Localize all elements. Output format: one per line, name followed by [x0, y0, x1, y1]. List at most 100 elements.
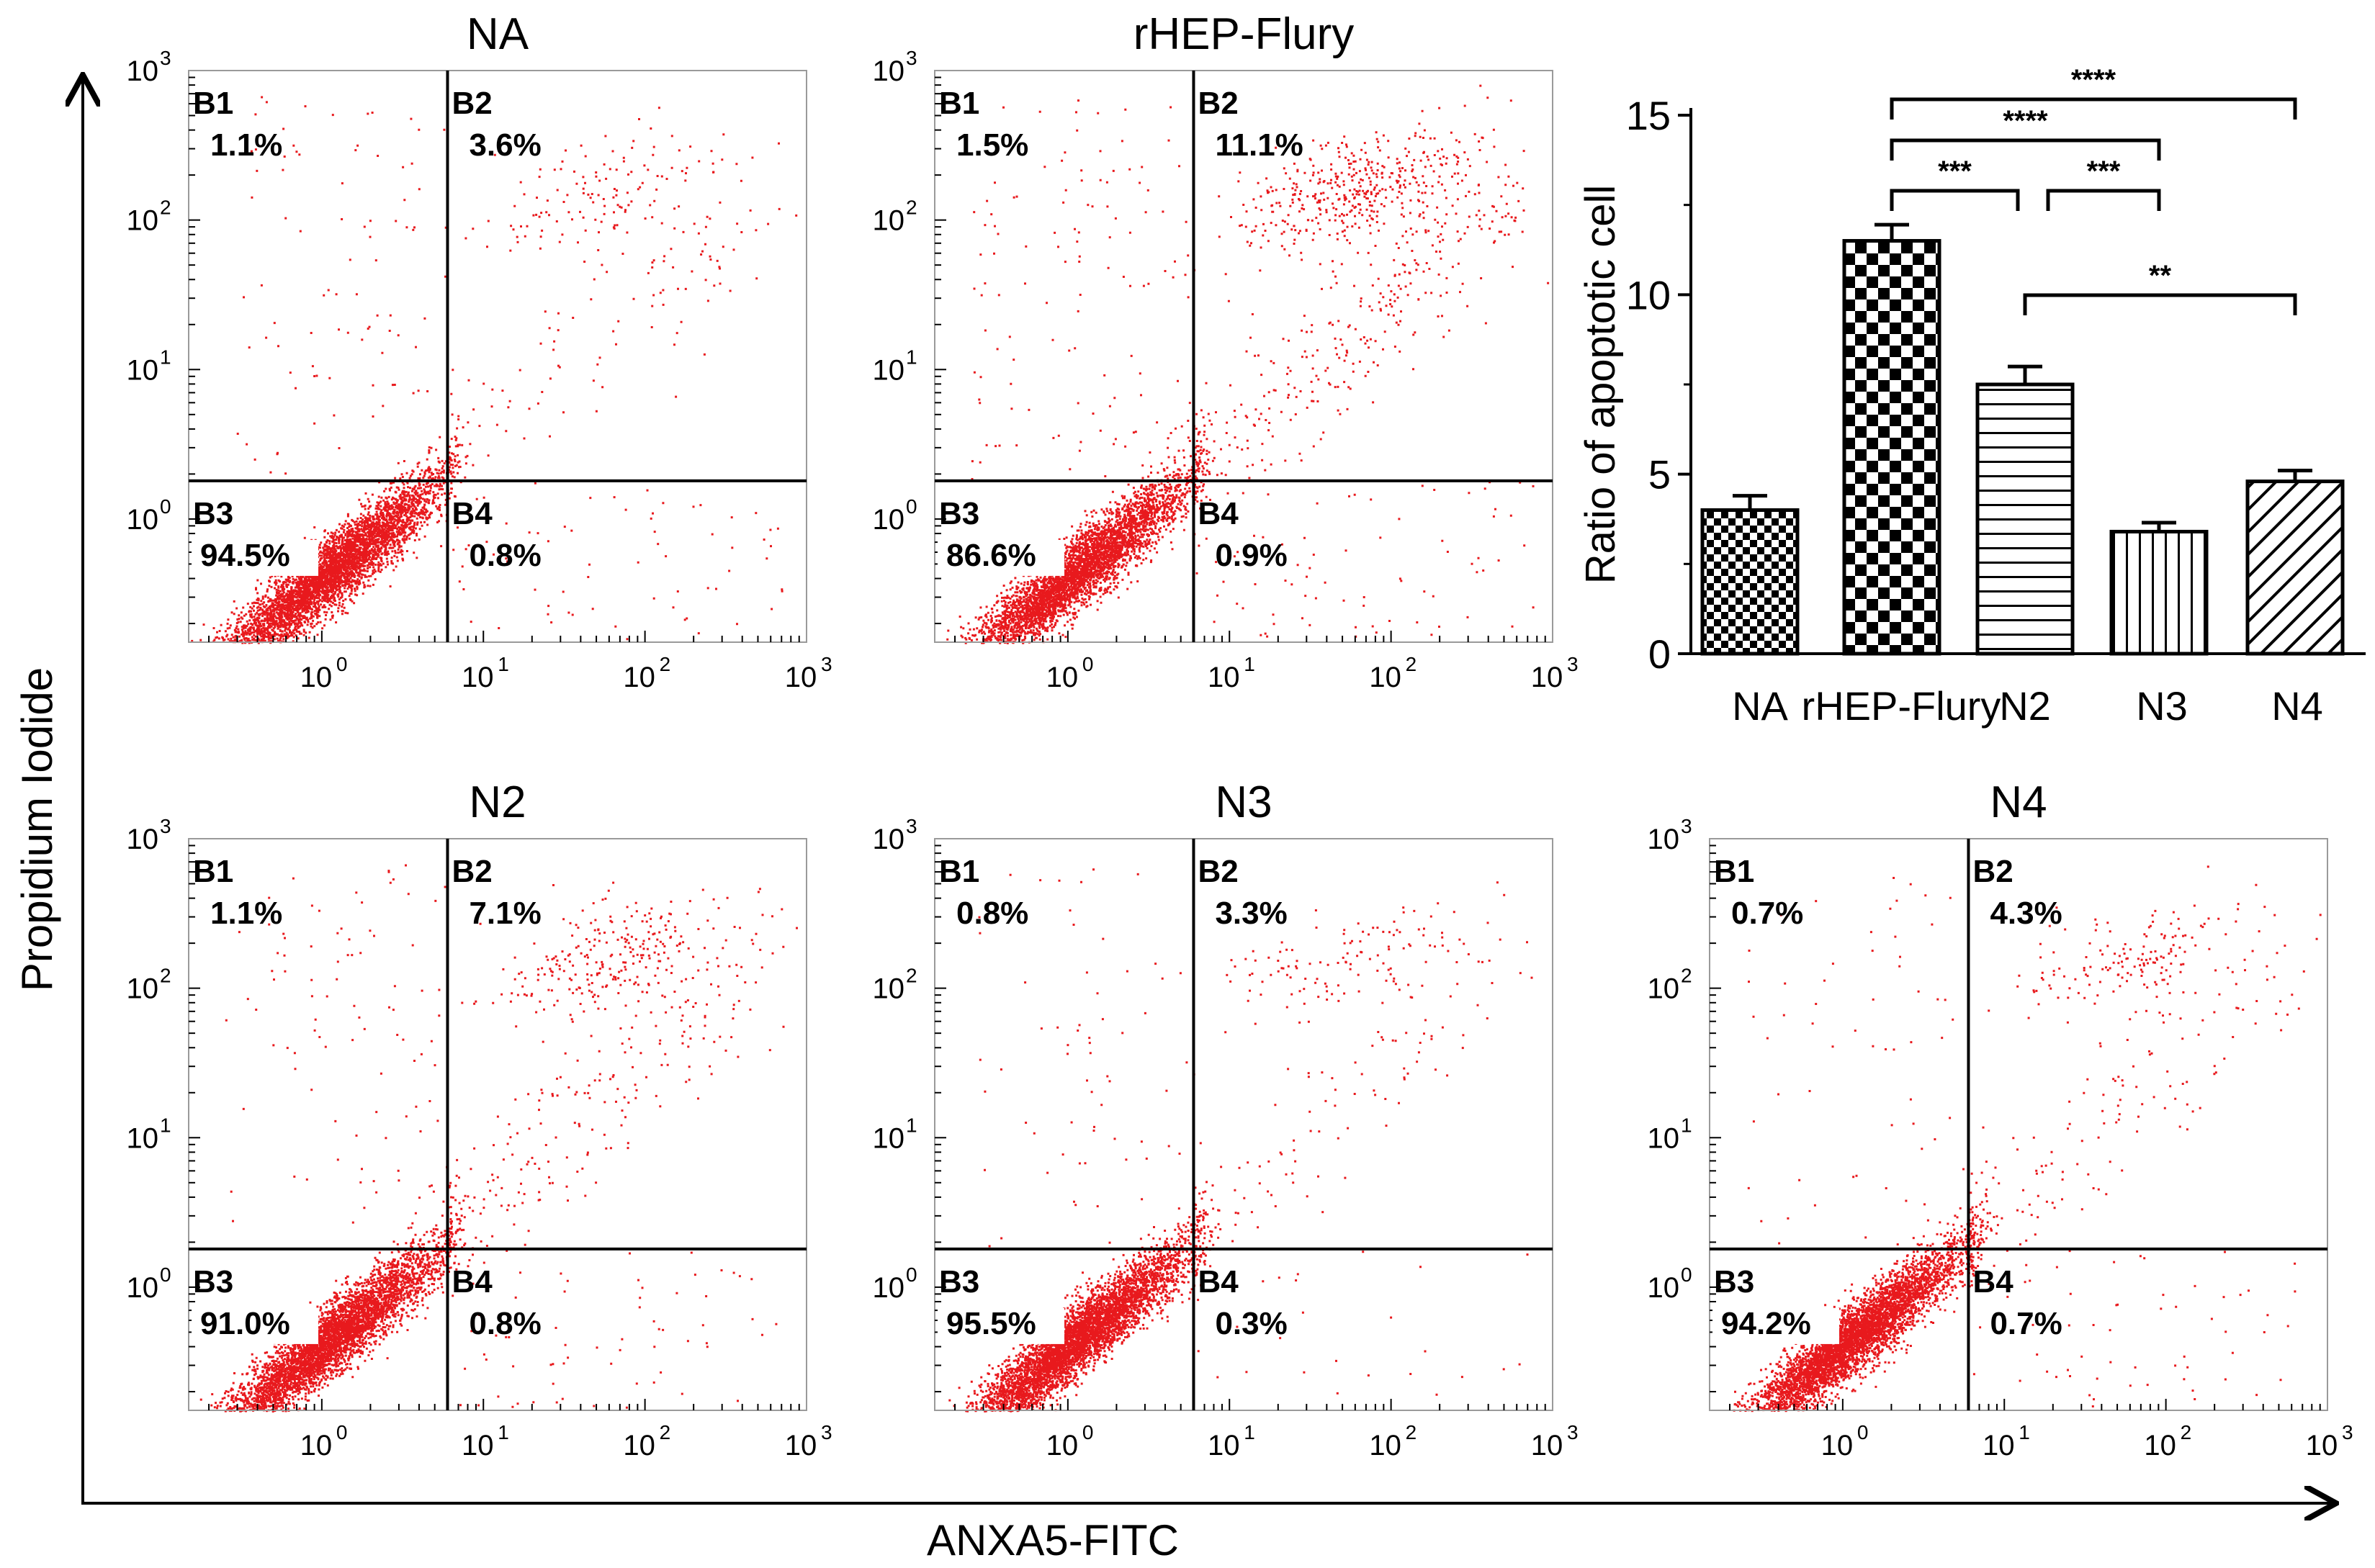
x-tick-exponent: 0 — [336, 653, 348, 675]
x-tick-label: 10 — [300, 1430, 333, 1461]
y-tick-exponent: 3 — [906, 47, 917, 69]
x-tick-label: 10 — [1983, 1430, 2015, 1461]
y-tick-label: 10 — [873, 504, 905, 536]
y-tick-label: 10 — [873, 1122, 905, 1154]
quadrant-percent: 1.1% — [210, 127, 282, 163]
bar-category-label: N2 — [1999, 683, 2051, 729]
quadrant-percent: 0.9% — [1215, 538, 1287, 573]
y-tick-exponent: 0 — [160, 1263, 171, 1286]
y-tick-exponent: 1 — [1681, 1114, 1692, 1136]
y-tick-label: 10 — [873, 354, 905, 386]
bar-n3 — [2109, 529, 2209, 656]
y-tick-exponent: 3 — [906, 815, 917, 837]
quadrant-label: B4 — [1972, 1264, 2013, 1299]
x-tick-exponent: 2 — [660, 1421, 671, 1443]
y-tick-label: 10 — [127, 973, 159, 1005]
y-tick-exponent: 3 — [1681, 815, 1692, 837]
significance-bracket — [2046, 189, 2161, 211]
x-tick-exponent: 2 — [1406, 653, 1417, 675]
y-tick-label: 10 — [873, 205, 905, 237]
quadrant-percent: 0.8% — [956, 896, 1028, 931]
y-tick-exponent: 1 — [160, 1114, 171, 1136]
bar-y-tick-label: 15 — [1626, 93, 1671, 138]
bar-category-label: rHEP-Flury — [1802, 683, 2001, 729]
quadrant-percent: 95.5% — [946, 1306, 1036, 1341]
significance-bracket — [1890, 189, 2020, 211]
scatter-points — [191, 96, 798, 644]
y-tick-exponent: 0 — [160, 495, 171, 518]
bar-y-tick-label: 10 — [1626, 272, 1671, 317]
significance-stars: *** — [1938, 156, 1972, 187]
x-axis-label: ANXA5-FITC — [927, 1516, 1179, 1564]
quadrant-percent: 0.7% — [1731, 896, 1803, 931]
quadrant-percent: 7.1% — [469, 896, 541, 931]
y-tick-label: 10 — [1648, 1272, 1680, 1304]
y-tick-exponent: 1 — [906, 346, 917, 368]
x-tick-label: 10 — [1208, 1430, 1240, 1461]
bar-category-label: N4 — [2271, 683, 2323, 729]
x-tick-label: 10 — [462, 662, 494, 693]
plot-frame — [934, 70, 1553, 643]
x-tick-label: 10 — [1369, 662, 1401, 693]
x-tick-exponent: 1 — [498, 653, 509, 675]
quadrant-percent: 94.2% — [1721, 1306, 1811, 1341]
y-tick-label: 10 — [127, 1272, 159, 1304]
quadrant-percent: 94.5% — [200, 538, 290, 573]
y-tick-exponent: 1 — [906, 1114, 917, 1136]
y-tick-label: 10 — [127, 504, 159, 536]
y-tick-exponent: 0 — [906, 495, 917, 518]
quadrant-percent: 0.7% — [1990, 1306, 2062, 1341]
percent-backdrop — [192, 539, 318, 576]
quadrant-label: B3 — [1714, 1264, 1754, 1299]
panel-title: N3 — [1215, 778, 1272, 827]
x-tick-label: 10 — [1821, 1430, 1854, 1461]
y-tick-label: 10 — [1648, 973, 1680, 1005]
y-tick-exponent: 2 — [160, 965, 171, 987]
x-tick-exponent: 1 — [1244, 1421, 1255, 1443]
x-tick-exponent: 3 — [821, 1421, 832, 1443]
x-tick-exponent: 1 — [2019, 1421, 2030, 1443]
significance-bracket — [2023, 293, 2297, 315]
x-tick-label: 10 — [1046, 1430, 1079, 1461]
significance-bracket — [1890, 97, 2297, 120]
y-tick-label: 10 — [873, 973, 905, 1005]
x-tick-exponent: 1 — [1244, 653, 1255, 675]
bar-chart-apoptosis: 0 5 10 15 Ratio of apoptotic cell NA rHEP-Flur… — [1577, 64, 2366, 729]
plot-frame — [188, 838, 807, 1411]
panel-title: rHEP-Flury — [1133, 9, 1355, 59]
quadrant-label: B3 — [193, 496, 233, 531]
x-tick-exponent: 2 — [660, 653, 671, 675]
x-tick-exponent: 0 — [1857, 1421, 1869, 1443]
x-tick-exponent: 3 — [1567, 653, 1579, 675]
y-tick-exponent: 2 — [160, 197, 171, 219]
quadrant-label: B2 — [1972, 854, 2013, 889]
quadrant-label: B2 — [452, 86, 492, 121]
x-tick-exponent: 3 — [2342, 1421, 2353, 1443]
x-tick-exponent: 1 — [498, 1421, 509, 1443]
bar-y-tick-label: 0 — [1648, 631, 1671, 677]
quadrant-label: B1 — [939, 86, 979, 121]
quadrant-percent: 4.3% — [1990, 896, 2062, 931]
bar-category-label: N3 — [2136, 683, 2188, 729]
plot-frame — [188, 70, 807, 643]
bar-n4 — [2245, 479, 2345, 656]
y-tick-exponent: 2 — [1681, 965, 1692, 987]
quadrant-label: B4 — [1198, 496, 1239, 531]
quadrant-percent: 0.3% — [1215, 1306, 1287, 1341]
significance-stars: **** — [2003, 105, 2048, 137]
y-tick-exponent: 3 — [160, 815, 171, 837]
bar-n2 — [1975, 382, 2075, 656]
significance-stars: ** — [2149, 260, 2172, 292]
y-tick-exponent: 1 — [160, 346, 171, 368]
quadrant-label: B1 — [1714, 854, 1754, 889]
y-tick-label: 10 — [873, 1272, 905, 1304]
x-tick-label: 10 — [785, 1430, 817, 1461]
x-tick-exponent: 0 — [336, 1421, 348, 1443]
quadrant-percent: 0.8% — [469, 538, 541, 573]
x-tick-label: 10 — [1369, 1430, 1401, 1461]
significance-stars: *** — [2087, 156, 2121, 187]
plot-frame — [934, 838, 1553, 1411]
